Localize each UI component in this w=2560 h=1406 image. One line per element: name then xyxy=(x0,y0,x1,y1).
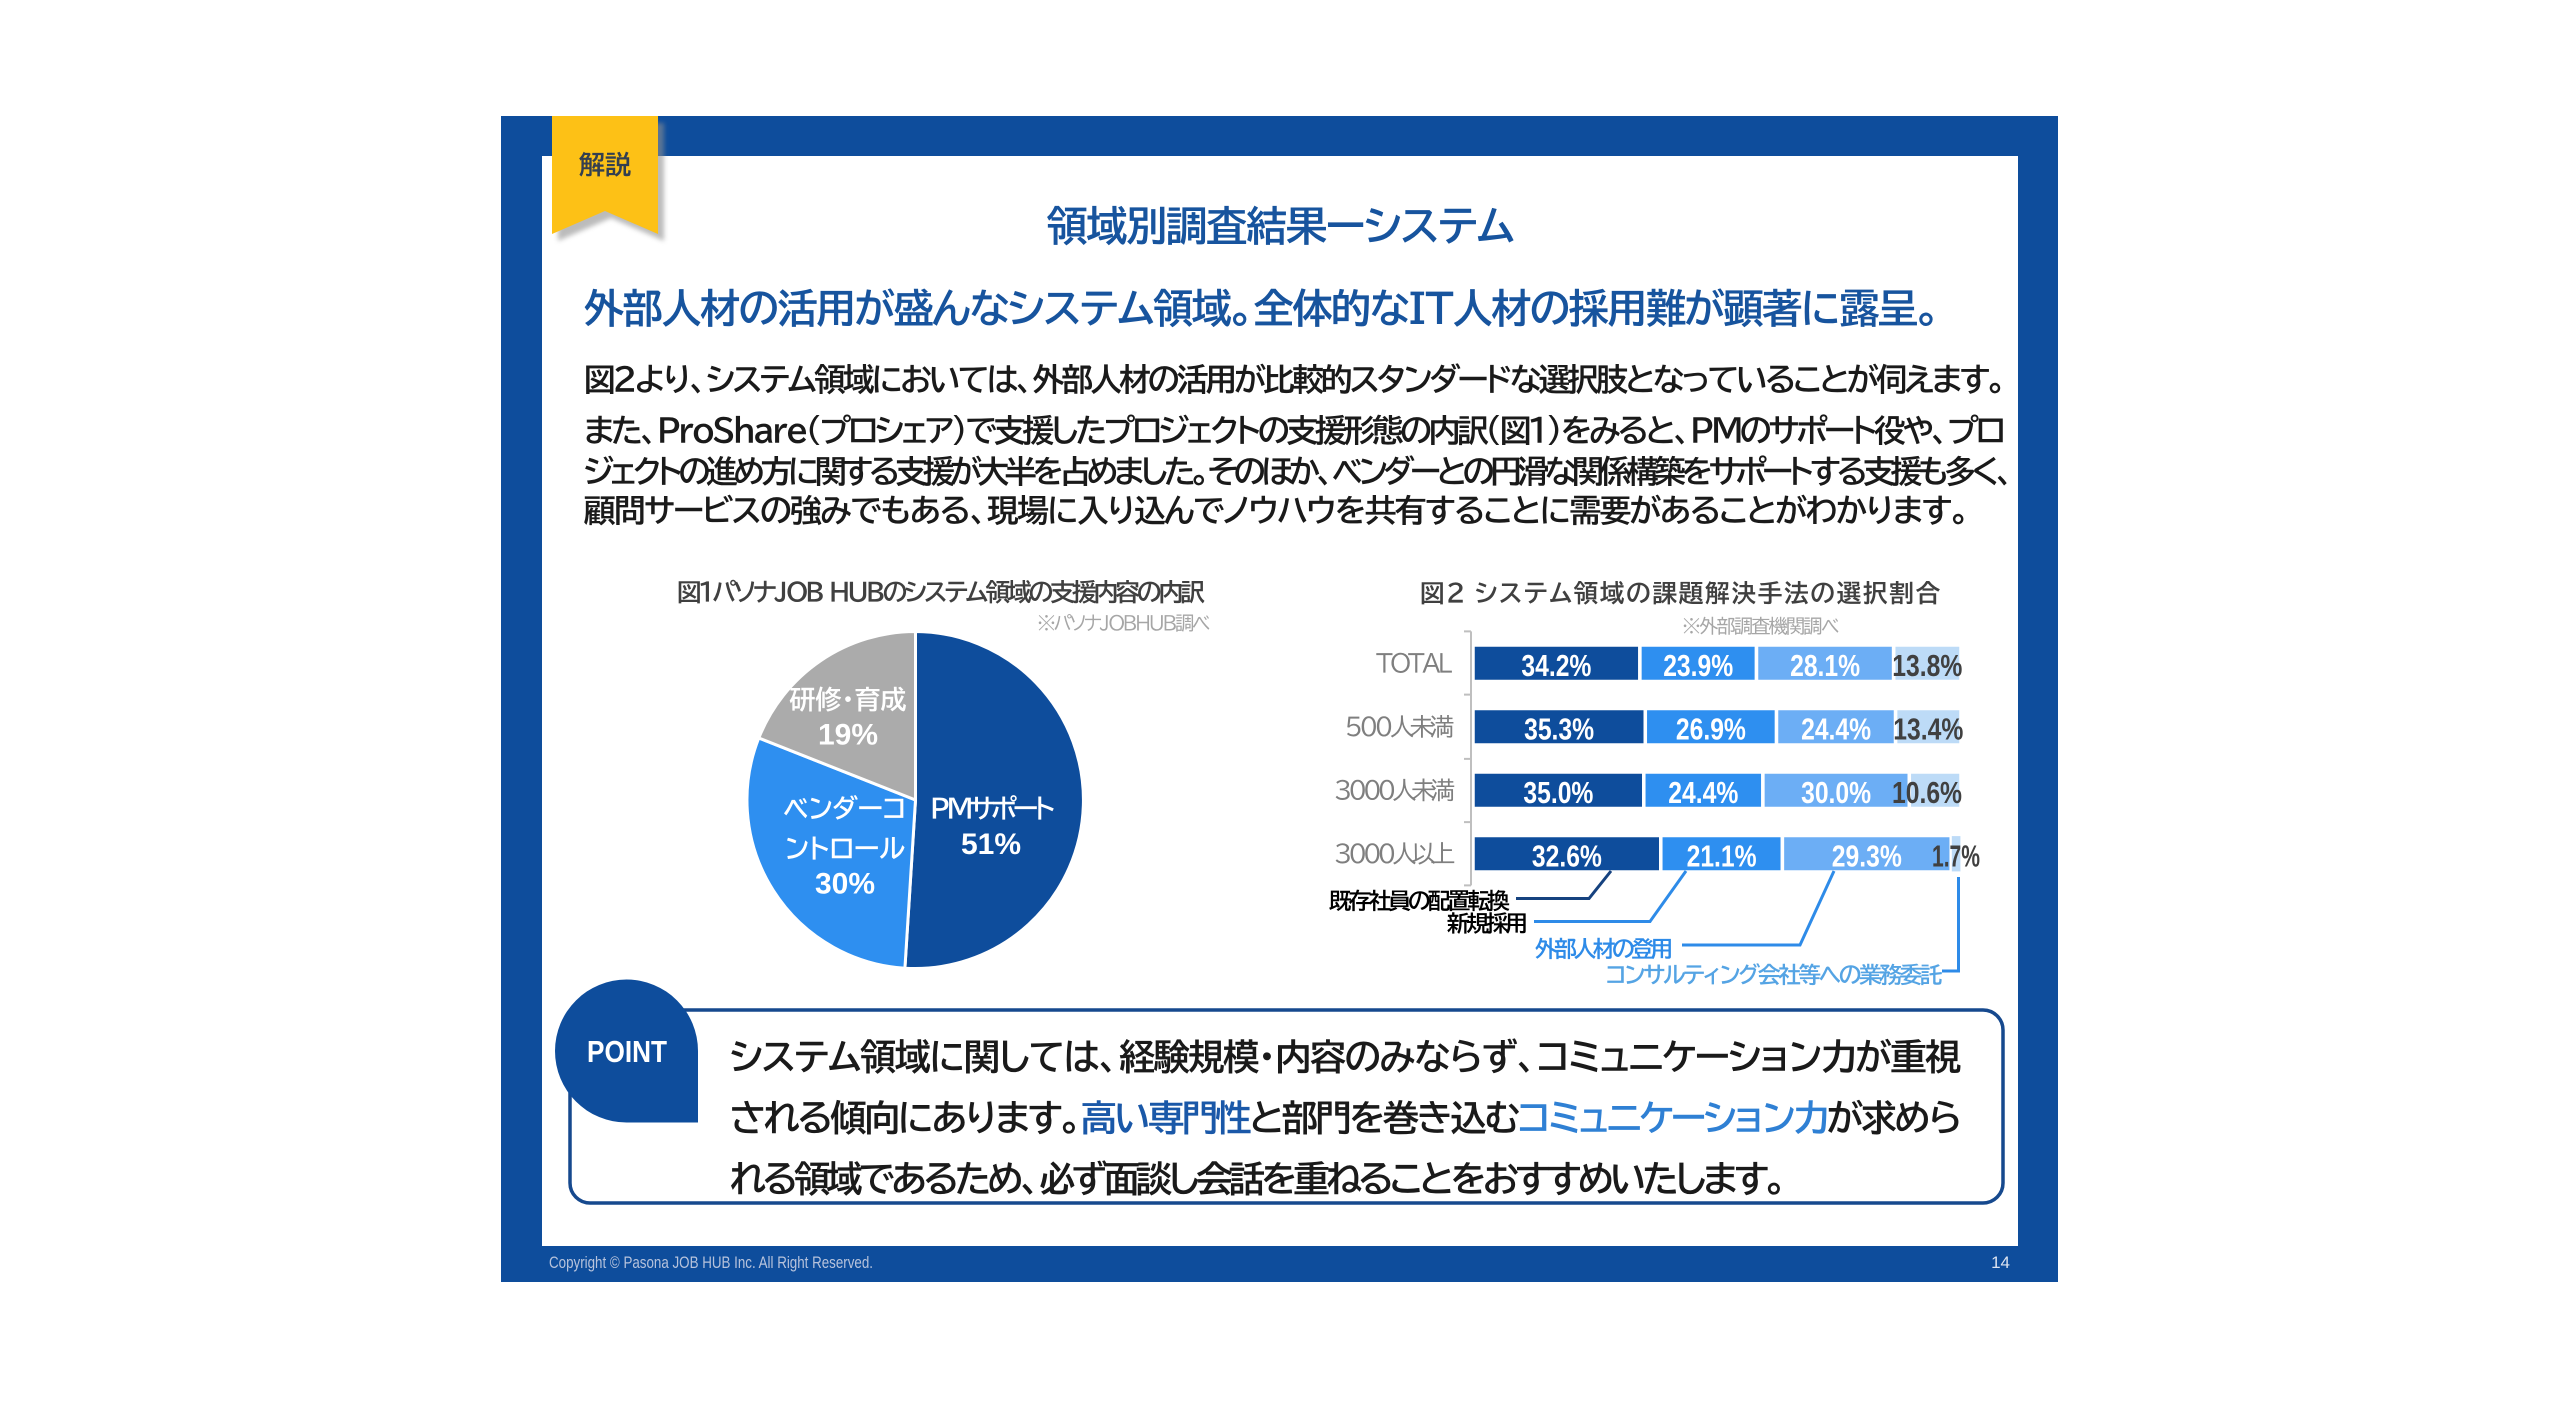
svg-text:28.1%: 28.1% xyxy=(1790,648,1860,683)
svg-text:POINT: POINT xyxy=(587,1034,667,1069)
svg-text:32.6%: 32.6% xyxy=(1532,839,1602,874)
svg-text:24.4%: 24.4% xyxy=(1668,775,1738,810)
svg-text:30.0%: 30.0% xyxy=(1801,775,1871,810)
svg-text:34.2%: 34.2% xyxy=(1521,648,1591,683)
svg-text:21.1%: 21.1% xyxy=(1687,839,1757,874)
svg-text:24.4%: 24.4% xyxy=(1801,712,1871,747)
svg-text:29.3%: 29.3% xyxy=(1832,839,1902,874)
svg-text:Copyright © Pasona JOB HUB Inc: Copyright © Pasona JOB HUB Inc. All Righ… xyxy=(549,1253,873,1272)
svg-text:35.3%: 35.3% xyxy=(1524,712,1594,747)
svg-text:35.0%: 35.0% xyxy=(1523,775,1593,810)
svg-text:13.4%: 13.4% xyxy=(1893,712,1963,747)
svg-text:23.9%: 23.9% xyxy=(1663,648,1733,683)
svg-text:51%: 51% xyxy=(961,828,1021,861)
svg-text:26.9%: 26.9% xyxy=(1676,712,1746,747)
svg-text:10.6%: 10.6% xyxy=(1892,775,1962,810)
svg-text:30%: 30% xyxy=(815,868,875,901)
svg-text:1.7%: 1.7% xyxy=(1932,839,1980,874)
svg-text:13.8%: 13.8% xyxy=(1892,648,1962,683)
svg-text:14: 14 xyxy=(1991,1253,2010,1272)
svg-text:19%: 19% xyxy=(818,719,878,752)
